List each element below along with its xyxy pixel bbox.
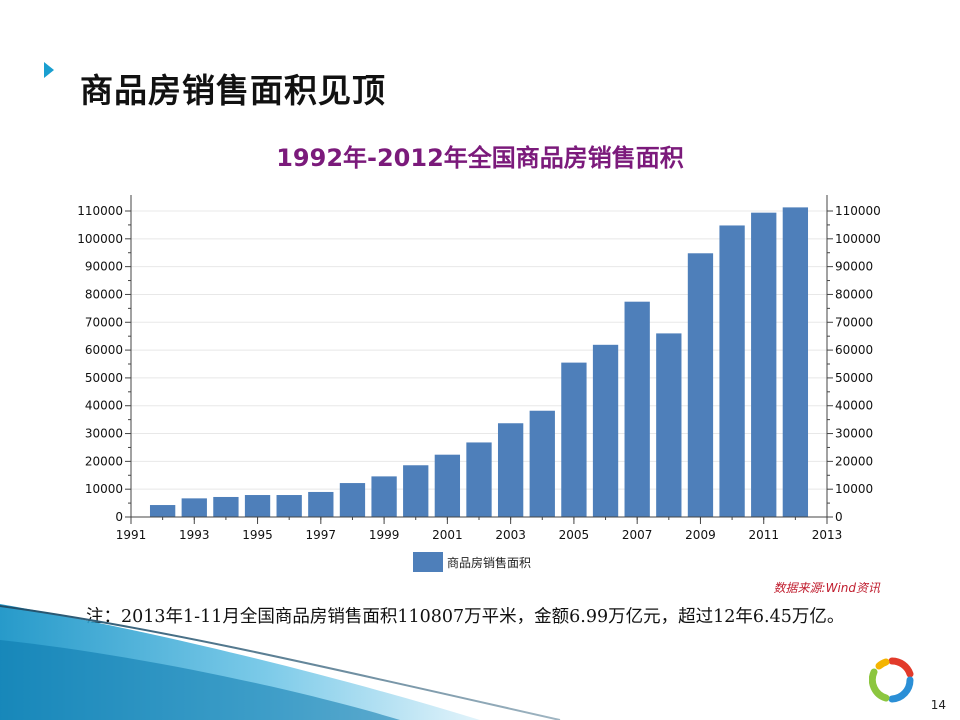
y-tick-label-right: 40000 [835,399,873,413]
bar-1994 [213,496,239,517]
slide-title: 商品房销售面积见顶 [80,71,386,110]
bar-2005 [561,362,587,517]
y-tick-label-right: 60000 [835,343,873,357]
arrow-bullet-icon [44,62,54,78]
y-tick-label-right: 80000 [835,287,873,301]
y-tick-label-left: 110000 [77,204,123,218]
bar-1992 [149,505,176,517]
y-tick-label-right: 90000 [835,260,873,274]
y-tick-label-left: 60000 [85,343,123,357]
y-tick-label-left: 90000 [85,260,123,274]
bar-2004 [529,410,555,517]
y-tick-label-left: 0 [115,510,123,524]
y-tick-label-right: 100000 [835,232,881,246]
bar-2000 [403,465,429,517]
x-tick-label-2007: 2007 [622,528,653,542]
x-tick-label-2011: 2011 [748,528,779,542]
bar-2006 [592,344,619,517]
bar-2008 [656,333,682,517]
y-tick-label-left: 10000 [85,482,123,496]
footnote: 注：2013年1-11月全国商品房销售面积110807万平米，金额6.99万亿元… [86,607,845,627]
y-tick-label-right: 20000 [835,454,873,468]
x-tick-label-1999: 1999 [369,528,400,542]
x-tick-label-1995: 1995 [242,528,273,542]
data-source: 数据来源:Wind资讯 [773,581,880,595]
bar-1999 [371,476,397,517]
y-tick-label-right: 50000 [835,371,873,385]
bar-2012 [782,207,809,517]
page-number: 14 [930,698,946,712]
x-tick-label-1991: 1991 [116,528,147,542]
x-tick-label-2005: 2005 [559,528,590,542]
bar-2002 [466,442,492,517]
x-tick-label-2001: 2001 [432,528,463,542]
legend-swatch [413,552,443,572]
chart-title: 1992年-2012年全国商品房销售面积 [276,144,684,172]
y-tick-label-left: 20000 [85,454,123,468]
x-tick-label-2003: 2003 [495,528,526,542]
y-tick-label-left: 100000 [77,232,123,246]
bar-2009 [687,253,714,517]
bar-2011 [751,212,777,517]
y-tick-label-right: 0 [835,510,843,524]
x-tick-label-2013: 2013 [812,528,843,542]
logo-ring-icon [869,657,914,703]
x-tick-label-1993: 1993 [179,528,210,542]
bar-2007 [624,301,650,517]
y-tick-label-right: 30000 [835,427,873,441]
x-tick-label-2009: 2009 [685,528,716,542]
bar-1997 [308,491,334,517]
bar-2001 [434,454,461,517]
bar-1993 [181,498,207,517]
bar-1996 [276,495,302,517]
bar-2003 [497,423,524,517]
x-tick-label-1997: 1997 [306,528,337,542]
y-tick-label-right: 110000 [835,204,881,218]
y-tick-label-left: 40000 [85,399,123,413]
legend-label: 商品房销售面积 [447,555,532,570]
bar-2010 [719,225,745,517]
bar-1995 [244,495,271,517]
y-tick-label-left: 80000 [85,287,123,301]
y-tick-label-left: 30000 [85,427,123,441]
chart-legend: 商品房销售面积 [413,552,531,572]
y-tick-label-left: 50000 [85,371,123,385]
y-tick-label-right: 70000 [835,315,873,329]
y-tick-label-left: 70000 [85,315,123,329]
bar-1998 [339,483,366,517]
y-tick-label-right: 10000 [835,482,873,496]
